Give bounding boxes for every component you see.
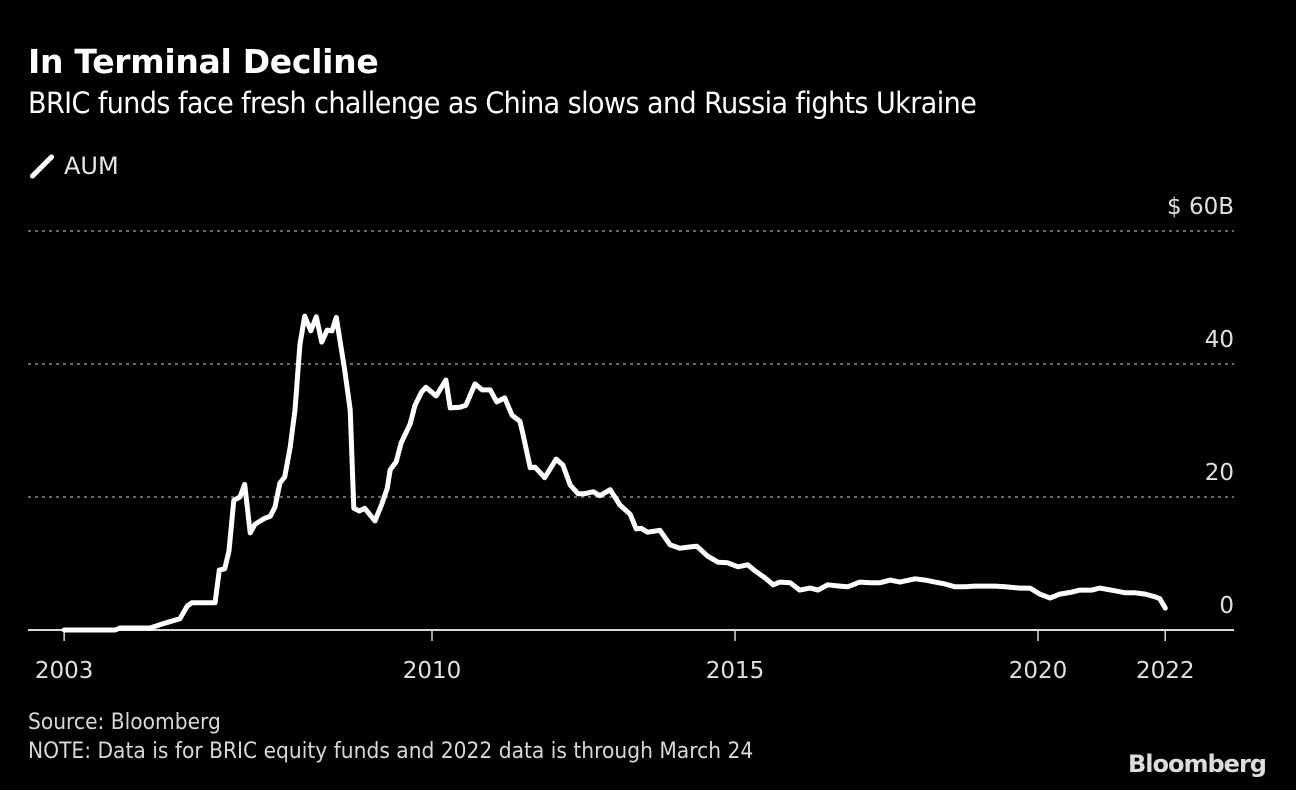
chart-title: In Terminal Decline [28,42,379,81]
series-line-aum [61,313,1168,633]
y-tick-label: $ 60B [1167,194,1234,220]
y-tick-label: 20 [1205,460,1234,486]
chart-subtitle: BRIC funds face fresh challenge as China… [28,86,977,120]
x-tick-label: 2022 [1136,658,1195,684]
bloomberg-logo: Bloomberg [1128,750,1267,778]
chart-footnotes: Source: Bloomberg NOTE: Data is for BRIC… [28,708,753,766]
x-tick-label: 2003 [35,658,94,684]
x-tick-label: 2010 [403,658,462,684]
y-tick-label: 40 [1205,327,1234,353]
x-tick-label: 2020 [1009,658,1068,684]
legend-label-aum: AUM [64,152,119,180]
data-points [64,316,1166,631]
x-tick-label: 2015 [706,658,765,684]
legend: AUM [28,152,119,180]
note-text: NOTE: Data is for BRIC equity funds and … [28,739,754,764]
source-text: Source: Bloomberg [28,710,221,735]
y-tick-label: 0 [1219,593,1234,619]
